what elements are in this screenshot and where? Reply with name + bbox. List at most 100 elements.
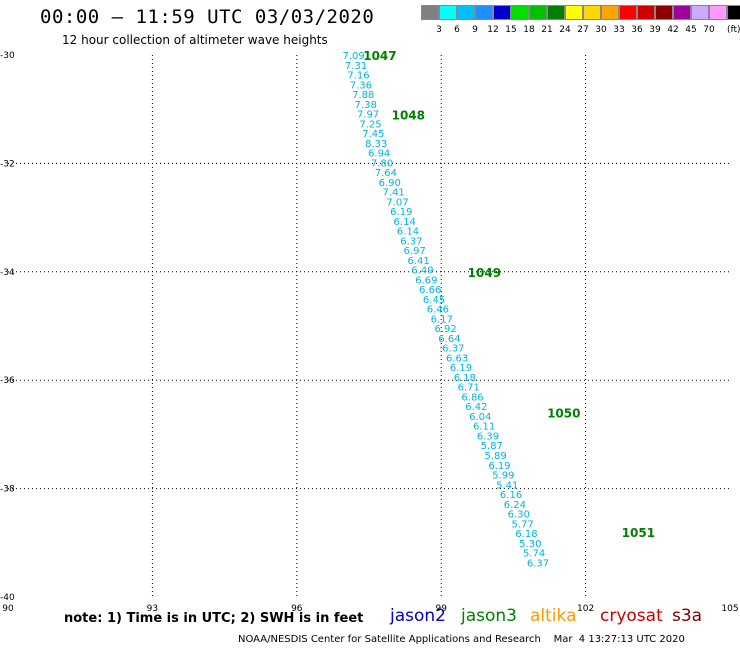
scale-swatch <box>601 5 619 20</box>
scale-swatch <box>457 5 475 20</box>
scale-swatch <box>511 5 529 20</box>
wave-height-value: 7.64 <box>375 168 397 179</box>
wave-height-value: 6.64 <box>438 334 460 345</box>
scale-label: 70 <box>703 25 715 35</box>
scale-units: (ft) <box>727 25 740 35</box>
scale-swatch <box>565 5 583 20</box>
pass-time-label: 1047 <box>363 49 396 63</box>
scale-swatch <box>493 5 511 20</box>
wave-height-value: 5.87 <box>481 441 503 452</box>
satellite-legend-s3a: s3a <box>672 606 703 626</box>
wave-height-value: 6.42 <box>465 402 487 413</box>
wave-height-value: 6.45 <box>423 295 445 306</box>
scale-swatch <box>691 5 709 20</box>
wave-height-value: 5.77 <box>511 519 533 530</box>
wave-height-value: 6.41 <box>408 256 430 267</box>
wave-height-value: 6.24 <box>504 500 526 511</box>
wave-height-value: 7.31 <box>345 61 367 72</box>
scale-swatch <box>619 5 637 20</box>
scale-swatch <box>583 5 601 20</box>
lat-tick-label: -32 <box>0 159 15 169</box>
scale-swatch <box>529 5 547 20</box>
wave-height-value: 6.71 <box>458 383 480 394</box>
scale-swatch <box>421 5 439 20</box>
lat-tick-label: -38 <box>0 485 15 495</box>
wave-height-value: 6.37 <box>527 558 549 569</box>
scale-label: 24 <box>559 25 571 35</box>
satellite-legend-jason2: jason2 <box>390 606 446 626</box>
scale-label: 27 <box>577 25 589 35</box>
wave-height-value: 6.97 <box>404 246 426 257</box>
scale-label: 45 <box>685 25 697 35</box>
scale-label: 9 <box>472 25 478 35</box>
scale-label: 33 <box>613 25 625 35</box>
wave-height-value: 7.38 <box>355 100 377 111</box>
wave-height-value: 6.18 <box>515 529 537 540</box>
wave-height-value: 6.18 <box>454 373 476 384</box>
wave-height-value: 7.88 <box>352 90 374 101</box>
scale-label: 15 <box>505 25 517 35</box>
wave-height-value: 6.37 <box>442 344 464 355</box>
wave-height-value: 6.66 <box>419 285 441 296</box>
wave-height-value: 6.19 <box>390 207 412 218</box>
satellite-legend-cryosat: cryosat <box>600 606 663 626</box>
wave-height-value: 6.19 <box>488 461 510 472</box>
pass-time-label: 1048 <box>392 109 425 123</box>
wave-height-value: 5.99 <box>492 471 514 482</box>
lat-tick-label: -30 <box>0 51 15 61</box>
wave-height-value: 6.86 <box>461 392 483 403</box>
lat-tick-label: -36 <box>0 376 15 386</box>
lon-tick-label: 105 <box>721 604 738 614</box>
lon-tick-label: 93 <box>147 604 158 614</box>
scale-label: 42 <box>667 25 679 35</box>
wave-height-value: 6.94 <box>368 149 390 160</box>
scale-label: 12 <box>487 25 499 35</box>
wave-height-value: 6.69 <box>415 275 437 286</box>
scale-label: 18 <box>523 25 535 35</box>
wave-height-value: 6.39 <box>477 431 499 442</box>
lat-tick-label: -34 <box>0 268 15 278</box>
scale-swatch <box>439 5 457 20</box>
wave-height-value: 6.90 <box>379 178 401 189</box>
wave-height-value: 6.17 <box>431 314 453 325</box>
note-text: note: 1) Time is in UTC; 2) SWH is in fe… <box>64 611 364 626</box>
pass-time-label: 1049 <box>468 266 501 280</box>
pass-time-label: 1051 <box>622 526 655 540</box>
wave-height-value: 7.80 <box>371 158 393 169</box>
scale-label: 39 <box>649 25 661 35</box>
wave-height-value: 6.92 <box>434 324 456 335</box>
scale-label: 30 <box>595 25 607 35</box>
wave-height-value: 6.46 <box>427 305 449 316</box>
scale-swatch <box>709 5 727 20</box>
wave-height-value: 6.04 <box>469 412 491 423</box>
wave-height-value: 6.30 <box>508 510 530 521</box>
scale-label: 3 <box>436 25 442 35</box>
lon-tick-label: 99 <box>435 604 447 614</box>
satellite-legend-altika: altika <box>530 606 577 626</box>
credit-text: NOAA/NESDIS Center for Satellite Applica… <box>238 634 685 645</box>
scale-label: 36 <box>631 25 643 35</box>
scale-label: 21 <box>541 25 553 35</box>
page-subtitle: 12 hour collection of altimeter wave hei… <box>62 33 328 47</box>
satellite-legend-jason3: jason3 <box>461 606 517 626</box>
lon-tick-label: 102 <box>577 604 594 614</box>
wave-height-value: 6.49 <box>411 266 433 277</box>
wave-height-value: 6.16 <box>500 490 522 501</box>
wave-height-value: 5.89 <box>485 451 507 462</box>
wave-height-value: 5.41 <box>496 480 518 491</box>
lon-tick-label: 90 <box>2 604 14 614</box>
wave-height-value: 7.36 <box>350 80 372 91</box>
scale-swatch <box>475 5 493 20</box>
scale-swatch <box>547 5 565 20</box>
wave-height-value: 7.09 <box>343 51 365 62</box>
wave-height-value: 6.63 <box>446 353 468 364</box>
wave-height-value: 7.45 <box>362 129 384 140</box>
wave-height-value: 7.97 <box>357 110 379 121</box>
scale-swatch <box>637 5 655 20</box>
wave-height-value: 8.33 <box>365 139 387 150</box>
wave-height-value: 5.74 <box>523 549 545 560</box>
wave-height-value: 5.30 <box>519 539 541 550</box>
scale-swatch <box>655 5 673 20</box>
lat-tick-label: -40 <box>0 593 15 603</box>
